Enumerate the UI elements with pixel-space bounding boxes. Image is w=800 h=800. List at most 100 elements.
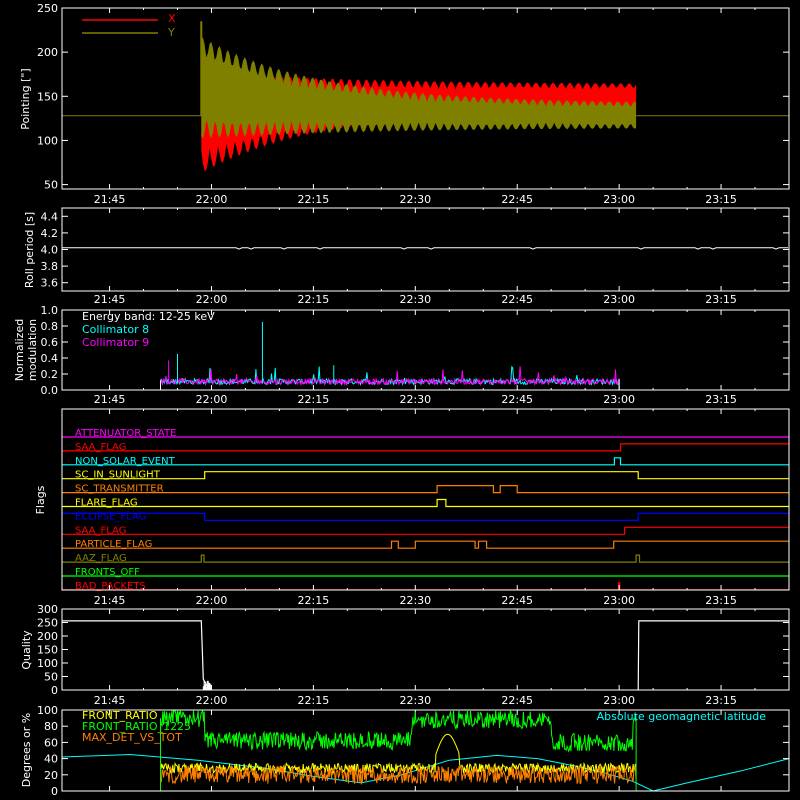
flag-label: FLARE_FLAG [75, 498, 138, 509]
flag-label: SAA_FLAG [75, 442, 126, 453]
flag-label: SAA_FLAG [75, 525, 126, 536]
modulation-y-label-line1: Normalized [13, 319, 26, 381]
y-tick-label: 4.4 [41, 210, 59, 223]
modulation-axes-frame [61, 309, 790, 391]
roll-period-line [62, 247, 788, 250]
y-tick-label: 0.4 [41, 352, 59, 365]
y-tick-label: 0 [51, 684, 58, 697]
ratios-y-label: Degrees or % [20, 713, 33, 787]
pointing-panel: 50 100 150 200 250 21:45 22:00 22:15 22:30 22:45… [19, 2, 790, 206]
x-tick-label: 23:00 [603, 393, 635, 406]
flags-axes-frame [61, 408, 790, 591]
ratios-legend-front-ratio: FRONT_RATIO [82, 709, 158, 722]
ratios-legend: FRONT_RATIO FRONT_RATIO_1225 MAX_DET_VS_… [82, 709, 766, 744]
flag-line [62, 498, 789, 508]
y-tick-label: 100 [37, 657, 58, 670]
x-tick-label: 22:30 [399, 293, 431, 306]
x-tick-label: 23:00 [603, 193, 635, 206]
modulation-collimator-9 [160, 366, 620, 387]
x-tick-label: 21:45 [94, 594, 126, 607]
x-tick-label: 22:15 [298, 193, 330, 206]
y-tick-label: 4.2 [41, 227, 59, 240]
y-tick-label: 0.2 [41, 368, 59, 381]
pointing-legend: X Y [82, 12, 176, 39]
pointing-series-y [201, 37, 637, 139]
geomag-latitude-line [61, 753, 790, 792]
y-tick-label: 0.6 [41, 336, 59, 349]
modulation-legend-energy: Energy band: 12-25 keV [82, 310, 215, 323]
flag-label: NON_SOLAR_EVENT [75, 456, 176, 467]
legend-label-y: Y [167, 26, 175, 39]
y-tick-label: 0.0 [41, 384, 59, 397]
x-tick-label: 22:45 [501, 193, 533, 206]
x-tick-label: 22:30 [399, 594, 431, 607]
quality-line [637, 620, 789, 691]
ratios-legend-geomag-lat: Absolute geomagnetic latitude [597, 710, 767, 723]
flag-line [62, 526, 789, 535]
x-tick-label: 22:15 [298, 393, 330, 406]
flag-line [62, 554, 789, 563]
x-tick-label: 22:15 [298, 293, 330, 306]
x-tick-label: 23:15 [705, 293, 737, 306]
legend-label-x: X [168, 12, 176, 25]
x-tick-label: 22:00 [196, 393, 228, 406]
modulation-legend-c8: Collimator 8 [82, 323, 149, 336]
flag-label: AAZ_FLAG [75, 553, 127, 564]
ratios-legend-front-ratio-1225: FRONT_RATIO_1225 [82, 720, 191, 733]
y-tick-label: 0.8 [41, 320, 59, 333]
y-tick-label: 100 [37, 134, 58, 147]
roll-y-label: Roll period [s] [23, 212, 36, 288]
y-tick-label: 150 [37, 90, 58, 103]
x-tick-label: 22:45 [501, 293, 533, 306]
flags-y-label: Flags [34, 485, 47, 514]
pointing-y-label: Pointing ["] [19, 68, 32, 129]
y-tick-label: 60 [44, 736, 58, 749]
x-tick-label: 23:15 [705, 193, 737, 206]
y-tick-label: 20 [44, 769, 58, 782]
modulation-legend: Energy band: 12-25 keV Collimator 8 Coll… [82, 310, 215, 349]
x-tick-label: 22:00 [196, 193, 228, 206]
x-tick-label: 23:15 [705, 393, 737, 406]
flag-label: SC_TRANSMITTER [75, 484, 164, 495]
max-det-vs-tot-line [160, 764, 637, 786]
flag-line [62, 512, 789, 521]
flag-label: ECLIPSE_FLAG [75, 511, 146, 522]
x-tick-label: 22:00 [196, 293, 228, 306]
flag-line [62, 443, 789, 452]
flag-label: SC_IN_SUNLIGHT [75, 470, 161, 481]
x-tick-label: 22:30 [399, 694, 431, 707]
modulation-y-label-line2: modulation [26, 319, 39, 381]
flag-line [62, 457, 789, 466]
y-tick-label: 3.8 [41, 260, 59, 273]
y-tick-label: 4.0 [41, 244, 59, 257]
x-tick-label: 21:45 [94, 393, 126, 406]
x-tick-label: 22:15 [298, 594, 330, 607]
y-tick-label: 50 [44, 671, 58, 684]
y-tick-label: 40 [44, 753, 58, 766]
flag-line [62, 471, 789, 480]
flag-label: FRONTS_OFF [75, 567, 140, 578]
y-tick-label: 250 [37, 617, 58, 630]
quality-y-label: Quality [20, 630, 33, 670]
x-tick-label: 22:00 [196, 594, 228, 607]
y-tick-label: 150 [37, 644, 58, 657]
x-tick-label: 22:30 [399, 193, 431, 206]
x-tick-label: 23:00 [603, 293, 635, 306]
x-tick-label: 22:45 [501, 594, 533, 607]
y-tick-label: 200 [37, 46, 58, 59]
flag-label: ATTENUATOR_STATE [75, 428, 176, 439]
roll-period-panel: 3.6 3.8 4.0 4.2 4.4 21:45 22:00 22:15 22:30 22:4… [23, 207, 790, 306]
flag-line [62, 540, 789, 549]
ratios-axes-frame [61, 709, 790, 792]
y-tick-label: 250 [37, 2, 58, 15]
ratios-panel: 0 20 40 60 80 100 Degrees or % FRONT_RATIO FR… [20, 704, 790, 798]
x-tick-label: 23:15 [705, 694, 737, 707]
y-tick-label: 300 [37, 603, 58, 616]
y-tick-label: 100 [37, 704, 58, 717]
y-tick-label: 80 [44, 720, 58, 733]
front-ratio-1225-line [160, 709, 637, 753]
x-tick-label: 22:45 [501, 694, 533, 707]
y-tick-label: 3.6 [41, 277, 59, 290]
